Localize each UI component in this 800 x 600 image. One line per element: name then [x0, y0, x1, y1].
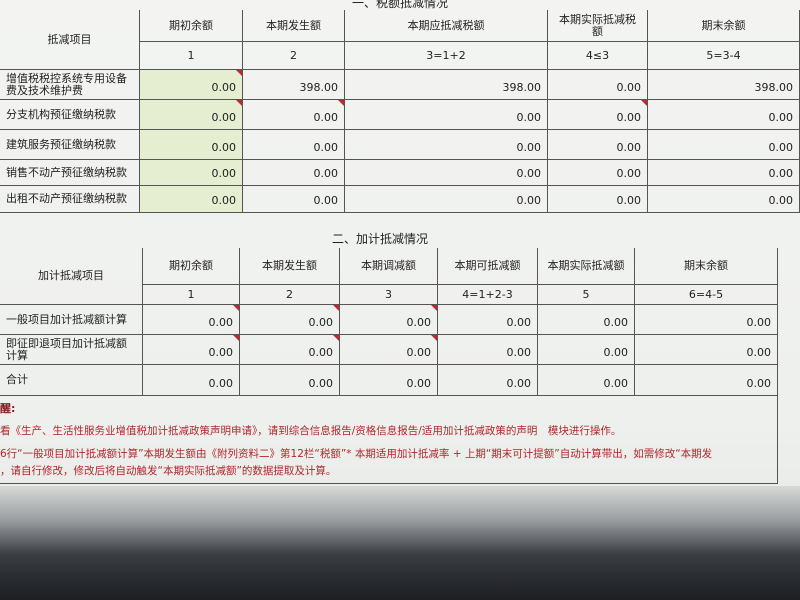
notice-title: 醒: — [0, 402, 16, 415]
notice-line: 看《生产、生活性服务业增值税加计抵减政策声明申请》，请到综合信息报告/资格信息报… — [0, 425, 622, 437]
value-cell: 0.00 — [548, 130, 648, 160]
value-cell: 398.00 — [243, 70, 345, 100]
value-cell: 0.00 — [240, 365, 340, 396]
section-title: 一、税额抵减情况 — [351, 0, 448, 10]
value-cell: 0.00 — [345, 130, 548, 160]
column-header: 本期发生额 — [243, 10, 345, 42]
value-cell: 0.00 — [648, 186, 800, 213]
row-label: 出租不动产预征缴纳税款 — [0, 186, 140, 213]
row-label: 增值税税控系统专用设备费及技术维护费 — [0, 70, 140, 100]
value-cell: 0.00 — [140, 100, 243, 130]
column-formula: 3=1+2 — [345, 42, 548, 70]
column-header: 抵减项目 — [0, 10, 140, 70]
column-formula: 2 — [240, 285, 340, 305]
column-header: 加计抵减项目 — [0, 248, 143, 305]
section-title: 二、加计抵减情况 — [331, 232, 428, 246]
column-formula: 5=3-4 — [648, 42, 800, 70]
column-header: 本期实际抵减额 — [538, 248, 635, 285]
value-cell: 0.00 — [648, 130, 800, 160]
value-cell: 398.00 — [648, 70, 800, 100]
value-cell: 0.00 — [538, 305, 635, 335]
value-cell: 0.00 — [345, 160, 548, 186]
value-cell: 0.00 — [438, 365, 538, 396]
row-label: 合计 — [0, 365, 143, 396]
value-cell: 0.00 — [340, 305, 438, 335]
value-cell: 0.00 — [345, 100, 548, 130]
column-header: 本期调减额 — [340, 248, 438, 285]
value-cell: 0.00 — [648, 160, 800, 186]
column-formula: 6=4-5 — [635, 285, 778, 305]
value-cell: 0.00 — [140, 70, 243, 100]
value-cell: 0.00 — [140, 130, 243, 160]
value-cell: 0.00 — [143, 335, 240, 365]
value-cell: 0.00 — [140, 186, 243, 213]
row-label: 即征即退项目加计抵减额计算 — [0, 335, 143, 365]
row-label: 分支机构预征缴纳税款 — [0, 100, 140, 130]
value-cell: 0.00 — [340, 335, 438, 365]
column-formula: 3 — [340, 285, 438, 305]
value-cell: 0.00 — [140, 160, 243, 186]
value-cell: 0.00 — [240, 305, 340, 335]
column-header: 本期实际抵减税额 — [548, 10, 648, 42]
value-cell: 0.00 — [340, 365, 438, 396]
value-cell: 0.00 — [143, 365, 240, 396]
notice-line: ，请自行修改，修改后将自动触发“本期实际抵减额”的数据提取及计算。 — [0, 465, 337, 477]
row-label: 一般项目加计抵减额计算 — [0, 305, 143, 335]
column-formula: 1 — [140, 42, 243, 70]
value-cell: 0.00 — [635, 365, 778, 396]
column-header: 期末余额 — [635, 248, 778, 285]
row-label: 销售不动产预征缴纳税款 — [0, 160, 140, 186]
column-formula: 1 — [143, 285, 240, 305]
value-cell: 0.00 — [635, 335, 778, 365]
value-cell: 0.00 — [143, 305, 240, 335]
value-cell: 0.00 — [635, 305, 778, 335]
column-formula: 4≤3 — [548, 42, 648, 70]
value-cell: 0.00 — [548, 70, 648, 100]
value-cell: 0.00 — [648, 100, 800, 130]
column-header: 本期可抵减额 — [438, 248, 538, 285]
column-header: 本期发生额 — [240, 248, 340, 285]
column-header: 期末余额 — [648, 10, 800, 42]
value-cell: 0.00 — [345, 186, 548, 213]
value-cell: 0.00 — [538, 335, 635, 365]
value-cell: 0.00 — [548, 186, 648, 213]
value-cell: 0.00 — [438, 305, 538, 335]
value-cell: 0.00 — [438, 335, 538, 365]
column-header: 期初余额 — [143, 248, 240, 285]
column-header: 本期应抵减税额 — [345, 10, 548, 42]
notice-box — [0, 396, 778, 484]
value-cell: 0.00 — [240, 335, 340, 365]
column-header: 期初余额 — [140, 10, 243, 42]
value-cell: 0.00 — [243, 130, 345, 160]
value-cell: 0.00 — [548, 100, 648, 130]
column-formula: 4=1+2-3 — [438, 285, 538, 305]
row-label: 建筑服务预征缴纳税款 — [0, 130, 140, 160]
value-cell: 0.00 — [243, 186, 345, 213]
column-formula: 5 — [538, 285, 635, 305]
value-cell: 398.00 — [345, 70, 548, 100]
column-formula: 2 — [243, 42, 345, 70]
value-cell: 0.00 — [538, 365, 635, 396]
value-cell: 0.00 — [243, 100, 345, 130]
notice-line: 6行“一般项目加计抵减额计算”本期发生额由《附列资料二》第12栏“税额”* 本期… — [0, 448, 713, 460]
value-cell: 0.00 — [548, 160, 648, 186]
monitor-bezel — [0, 486, 800, 600]
value-cell: 0.00 — [243, 160, 345, 186]
